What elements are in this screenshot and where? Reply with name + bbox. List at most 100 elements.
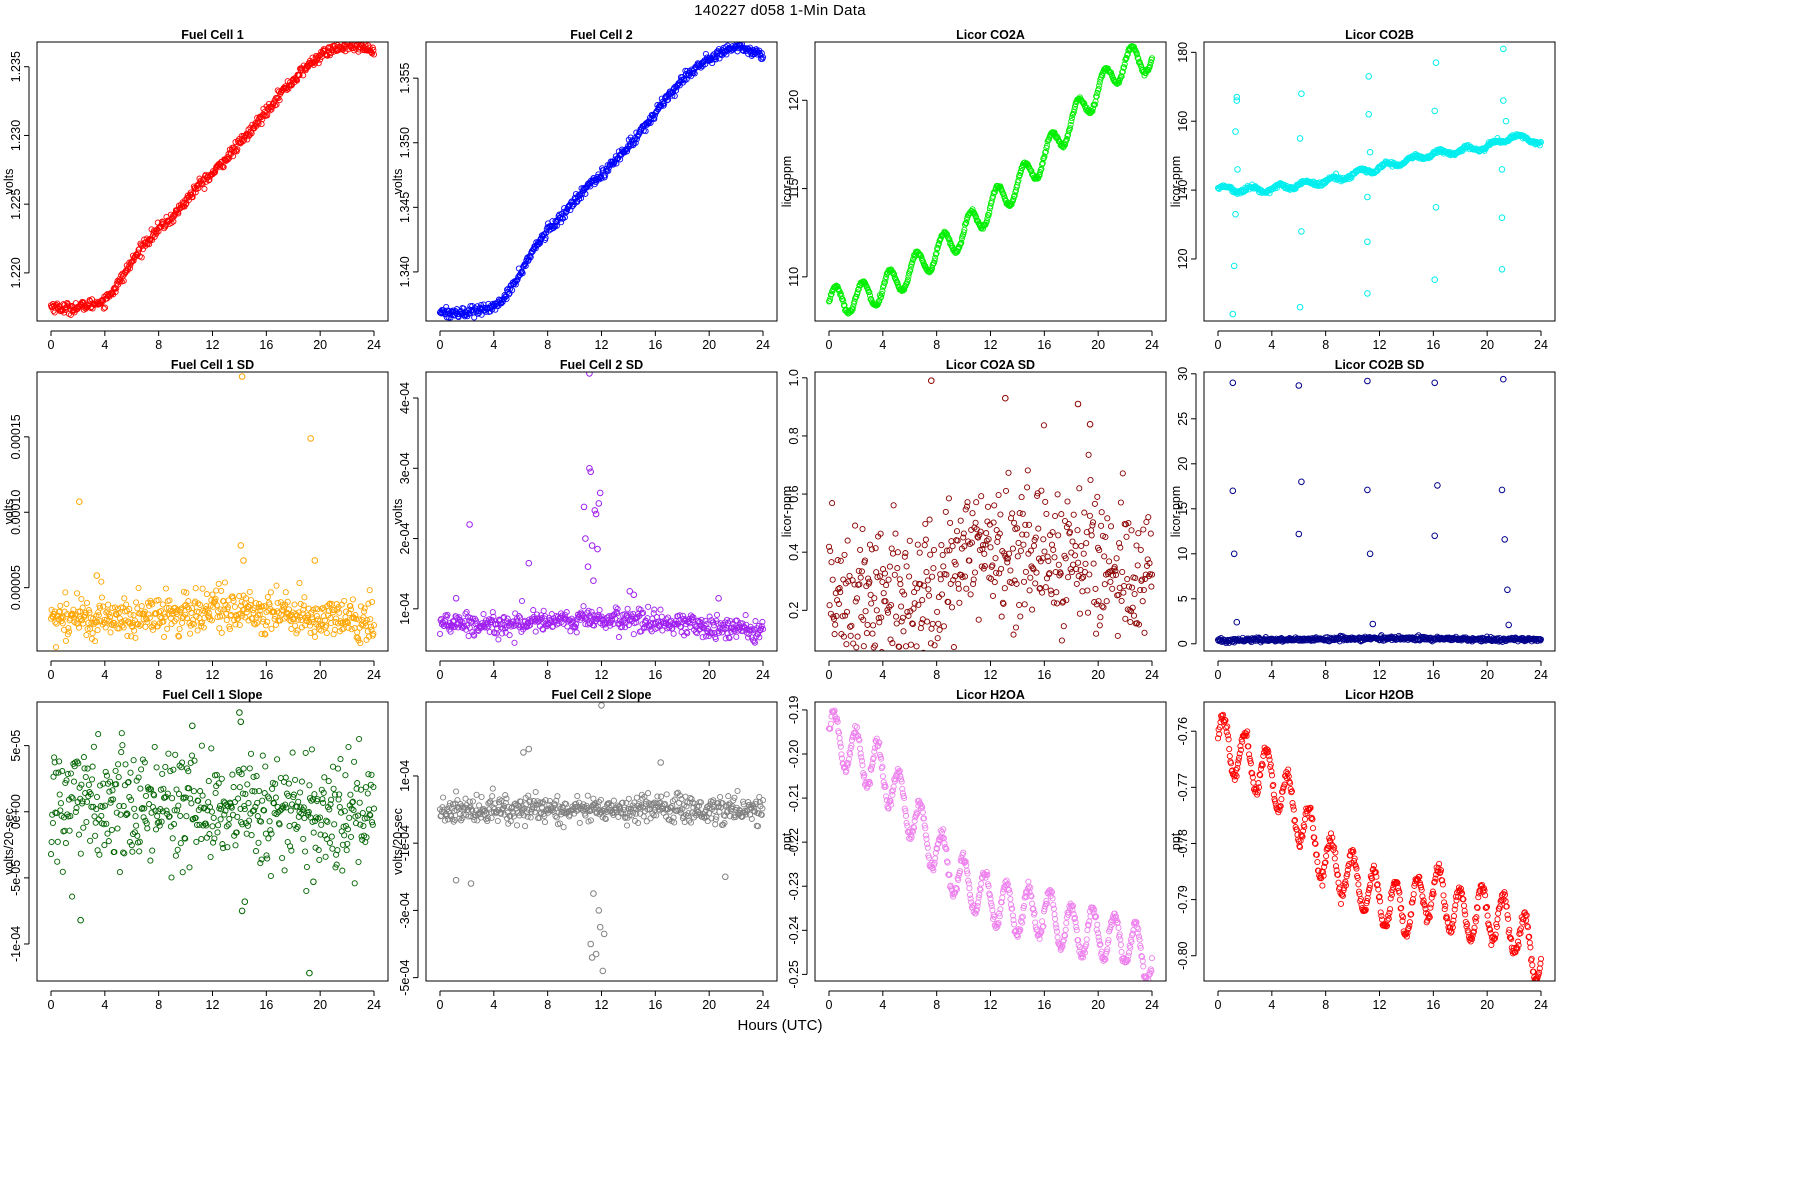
data-point	[866, 289, 873, 296]
data-point	[167, 615, 174, 622]
data-point	[326, 601, 333, 608]
data-point	[1034, 492, 1041, 499]
data-point	[146, 614, 153, 621]
data-point	[346, 42, 353, 46]
data-point	[201, 185, 208, 192]
data-point	[849, 671, 854, 676]
data-point	[128, 796, 135, 804]
data-point	[215, 822, 222, 829]
data-point	[1042, 149, 1049, 156]
data-point	[158, 818, 165, 825]
data-point	[1084, 587, 1091, 594]
outlier-point	[1233, 97, 1241, 104]
data-point	[93, 793, 101, 801]
data-point	[882, 598, 889, 605]
data-point	[163, 807, 170, 814]
data-point	[85, 619, 92, 627]
y-tick-label: 1.235	[9, 51, 23, 82]
data-point	[512, 610, 519, 617]
data-point	[242, 791, 249, 798]
x-tick-label: 0	[437, 338, 444, 352]
data-point	[261, 602, 268, 610]
data-point	[1139, 598, 1146, 605]
data-point	[948, 604, 956, 611]
data-point	[1052, 512, 1059, 520]
data-point	[650, 610, 657, 617]
x-tick-label: 16	[1426, 668, 1440, 682]
data-point	[596, 606, 603, 614]
data-point	[738, 624, 745, 631]
data-point	[848, 622, 855, 629]
data-point	[982, 541, 989, 548]
data-point	[563, 609, 570, 616]
data-point	[361, 605, 368, 612]
data-point	[317, 831, 324, 838]
data-point	[1090, 560, 1097, 567]
data-point	[273, 811, 280, 818]
data-point	[985, 212, 992, 219]
data-point	[300, 804, 307, 811]
data-point	[365, 771, 372, 778]
data-point	[179, 869, 186, 876]
data-point	[193, 838, 200, 845]
data-point	[923, 569, 930, 576]
data-point	[834, 597, 841, 604]
outlier-point	[1230, 550, 1238, 558]
data-point	[348, 805, 355, 812]
x-tick-label: 12	[1373, 338, 1387, 352]
data-point	[331, 606, 338, 614]
data-point	[133, 777, 140, 784]
data-point	[97, 604, 104, 611]
data-point	[350, 807, 357, 814]
data-point	[1074, 527, 1081, 534]
data-point	[1120, 589, 1127, 596]
data-point	[133, 599, 140, 606]
data-point	[1116, 79, 1123, 86]
data-point	[137, 785, 144, 792]
data-point	[906, 537, 913, 544]
y-tick-label: 0	[1176, 640, 1190, 647]
data-point	[1009, 510, 1016, 517]
data-point	[1017, 613, 1024, 620]
data-point	[345, 624, 352, 631]
data-point	[436, 630, 444, 637]
outlier-point	[466, 521, 473, 528]
data-point	[868, 546, 875, 553]
data-point	[844, 537, 851, 544]
data-point	[350, 36, 355, 41]
data-point	[134, 621, 142, 628]
outlier-point	[307, 435, 315, 442]
data-point	[197, 601, 204, 608]
data-point	[995, 491, 1002, 499]
data-point	[306, 782, 313, 789]
data-point	[855, 286, 862, 293]
plot-frame	[425, 41, 778, 322]
data-point	[1048, 541, 1056, 548]
data-point	[51, 759, 58, 766]
data-point	[342, 48, 349, 55]
data-point	[865, 575, 872, 582]
data-point	[336, 803, 343, 811]
data-point	[272, 794, 279, 801]
data-point	[892, 530, 899, 537]
data-point	[229, 594, 237, 602]
data-point	[69, 795, 76, 802]
data-point	[1082, 560, 1089, 567]
data-point	[1058, 637, 1065, 644]
data-points	[47, 373, 378, 651]
data-point	[231, 799, 238, 806]
data-point	[246, 588, 253, 595]
data-point	[588, 608, 595, 615]
data-point	[884, 609, 892, 616]
outlier-point	[1431, 107, 1438, 115]
data-point	[984, 215, 991, 222]
data-point	[948, 538, 955, 545]
data-point	[369, 598, 376, 606]
data-point	[163, 604, 170, 611]
data-point	[702, 633, 709, 640]
data-point	[934, 244, 941, 251]
data-point	[943, 231, 951, 238]
y-tick-label: 30	[1176, 367, 1190, 381]
